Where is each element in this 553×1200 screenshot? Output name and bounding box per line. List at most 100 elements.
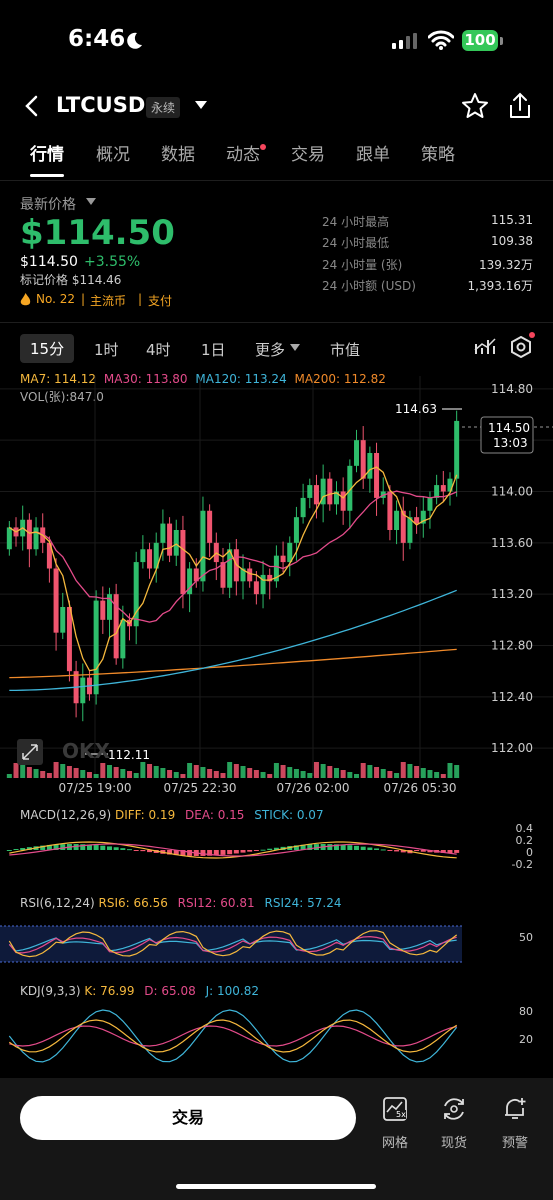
timeframe-1h[interactable]: 1时 bbox=[94, 341, 119, 359]
candle-body bbox=[273, 555, 279, 582]
trade-button[interactable]: 交易 bbox=[20, 1096, 356, 1140]
settings-hex-icon[interactable] bbox=[510, 336, 532, 358]
candle-body bbox=[400, 510, 406, 543]
mark-price: 标记价格 $114.46 bbox=[20, 273, 122, 287]
volume-bar bbox=[367, 765, 373, 778]
tag-payment[interactable]: 支付 bbox=[148, 294, 173, 308]
more-dropdown-icon[interactable] bbox=[290, 344, 300, 352]
kdj-label: KDJ(9,3,3) bbox=[20, 984, 81, 998]
macd-bar bbox=[200, 850, 206, 856]
grid-label: 网格 bbox=[381, 1136, 408, 1151]
news-notification-dot bbox=[260, 144, 266, 150]
kdj-k: K: 76.99 bbox=[84, 984, 135, 998]
indicator-icon[interactable] bbox=[474, 336, 496, 356]
back-arrow-icon[interactable] bbox=[22, 94, 42, 118]
macd-dea: DEA: 0.15 bbox=[185, 808, 245, 822]
macd-bar bbox=[380, 849, 386, 851]
volume-bar bbox=[394, 773, 400, 778]
tab-data[interactable]: 数据 bbox=[161, 145, 195, 165]
macd-chart[interactable]: 0.4 0.2 0 -0.2 bbox=[0, 822, 553, 886]
volume-bar bbox=[220, 773, 226, 778]
candle-body bbox=[93, 600, 99, 695]
volume-bar bbox=[300, 771, 306, 778]
alert-button[interactable]: 预警 bbox=[495, 1096, 535, 1151]
candle-body bbox=[46, 542, 52, 569]
macd-bar bbox=[113, 847, 119, 850]
tab-news[interactable]: 动态 bbox=[226, 145, 260, 165]
kdj-k-line bbox=[8, 1019, 458, 1053]
candle-body bbox=[26, 519, 32, 550]
macd-dea-line bbox=[9, 843, 457, 857]
pair-title[interactable]: LTCUSD bbox=[56, 93, 146, 117]
stat-label-volume: 24 小时量 (张) bbox=[322, 258, 403, 272]
candlestick-chart[interactable]: 114.80114.40114.00113.60113.20112.80112.… bbox=[0, 366, 553, 806]
timeframe-1d[interactable]: 1日 bbox=[201, 341, 226, 359]
share-icon[interactable] bbox=[507, 92, 533, 120]
macd-bar bbox=[367, 847, 373, 850]
price-label-dropdown-icon[interactable] bbox=[86, 198, 96, 206]
macd-tick-2: 0 bbox=[526, 846, 533, 859]
tag-mainstream[interactable]: 主流币 bbox=[90, 294, 127, 308]
candle-body bbox=[180, 530, 186, 595]
volume-bar bbox=[253, 770, 259, 778]
volume-bar bbox=[360, 763, 366, 778]
macd-bar bbox=[100, 845, 106, 850]
macd-bar bbox=[167, 850, 173, 855]
timeframe-marketcap[interactable]: 市值 bbox=[330, 341, 361, 359]
tab-trade[interactable]: 交易 bbox=[291, 145, 325, 165]
volume-bar bbox=[40, 771, 46, 778]
stat-label-turnover: 24 小时额 (USD) bbox=[322, 279, 416, 293]
last-price-label[interactable]: 最新价格 bbox=[20, 197, 76, 213]
volume-bar bbox=[400, 762, 406, 778]
timeframe-4h[interactable]: 4时 bbox=[146, 341, 171, 359]
volume-bar bbox=[93, 774, 99, 778]
volume-bar bbox=[240, 766, 246, 778]
expand-icon[interactable] bbox=[22, 744, 38, 760]
tabs-divider bbox=[0, 180, 553, 181]
tab-market[interactable]: 行情 bbox=[30, 145, 64, 165]
macd-bar bbox=[307, 844, 313, 850]
home-indicator bbox=[176, 1184, 376, 1189]
volume-bar bbox=[127, 771, 133, 778]
kdj-d-line bbox=[9, 1025, 457, 1047]
macd-bar bbox=[240, 850, 246, 853]
kdj-chart[interactable]: 80 20 bbox=[0, 1000, 553, 1072]
volume-bar bbox=[13, 763, 19, 778]
volume-bar bbox=[100, 763, 106, 778]
tab-copytrade[interactable]: 跟单 bbox=[356, 145, 390, 165]
candle-body bbox=[347, 465, 353, 511]
macd-bar bbox=[327, 844, 333, 850]
volume-bar bbox=[213, 771, 219, 778]
candle-body bbox=[354, 440, 360, 466]
price-divider bbox=[0, 322, 553, 323]
macd-bar bbox=[173, 850, 179, 856]
x-tick-label: 07/26 02:00 bbox=[277, 781, 350, 795]
timeframe-more[interactable]: 更多 bbox=[255, 341, 286, 359]
macd-bar bbox=[13, 849, 19, 851]
volume-bar bbox=[207, 769, 213, 778]
timeframe-15m[interactable]: 15分 bbox=[20, 334, 75, 363]
macd-bar bbox=[233, 850, 239, 854]
grid-trading-button[interactable]: 5x 网格 bbox=[375, 1096, 415, 1151]
candle-body bbox=[253, 581, 259, 595]
price-change: +3.55% bbox=[84, 254, 141, 270]
volume-bar bbox=[380, 769, 386, 778]
macd-bar bbox=[187, 850, 193, 856]
volume-bar bbox=[347, 772, 353, 778]
tab-overview[interactable]: 概况 bbox=[96, 145, 130, 165]
pair-dropdown-icon[interactable] bbox=[194, 100, 208, 110]
spot-button[interactable]: 现货 bbox=[434, 1096, 474, 1151]
moon-icon bbox=[127, 32, 142, 49]
y-tick-label: 112.80 bbox=[491, 639, 533, 653]
star-icon[interactable] bbox=[461, 92, 489, 120]
volume-bar bbox=[280, 765, 286, 778]
rank-badge[interactable]: No. 22 bbox=[36, 292, 76, 306]
y-tick-label: 113.20 bbox=[491, 587, 533, 601]
macd-bar bbox=[213, 850, 219, 856]
y-tick-label: 113.60 bbox=[491, 536, 533, 550]
tab-strategy[interactable]: 策略 bbox=[421, 145, 455, 165]
macd-bar bbox=[374, 848, 380, 850]
rsi-chart[interactable]: 50 bbox=[0, 914, 553, 978]
rsi12-line bbox=[8, 935, 457, 954]
candle-body bbox=[60, 607, 66, 633]
